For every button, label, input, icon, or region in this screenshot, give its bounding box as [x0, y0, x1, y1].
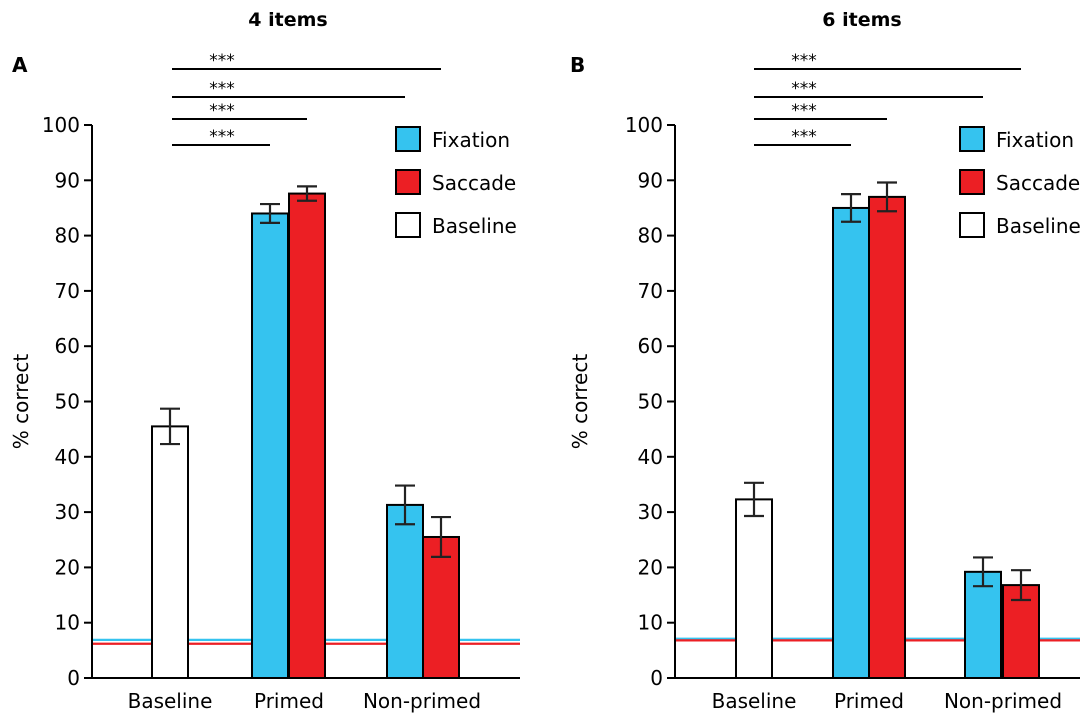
legend: Fixation Saccade Baseline [395, 126, 517, 238]
y-tick-label: 0 [650, 666, 663, 690]
error-bar [1011, 569, 1031, 602]
panel-title: 4 items [248, 9, 327, 31]
significance-label: *** [209, 101, 235, 121]
y-tick-label: 70 [638, 279, 663, 303]
bar-primed-saccade [288, 192, 326, 680]
y-tick-label: 40 [55, 445, 80, 469]
error-bar [431, 515, 451, 558]
legend-label: Saccade [996, 171, 1080, 195]
bar-baseline-baseline [151, 425, 189, 680]
error-bar [973, 556, 993, 588]
y-axis-label: % correct [9, 354, 33, 450]
significance-label: *** [791, 79, 817, 99]
significance-label: *** [791, 127, 817, 147]
error-bar [841, 193, 861, 223]
y-axis-label: % correct [568, 354, 592, 450]
bar-primed-fixation [251, 212, 289, 679]
y-tick-label: 80 [638, 224, 663, 248]
y-tick-label: 20 [55, 555, 80, 579]
y-tick-label: 40 [638, 445, 663, 469]
legend-label: Baseline [432, 214, 517, 238]
bar-non-primed-saccade [422, 535, 460, 679]
legend-label: Saccade [432, 171, 516, 195]
significance-label: *** [209, 127, 235, 147]
significance-label: *** [791, 51, 817, 71]
x-tick-label: Primed [834, 689, 904, 713]
error-bar [877, 181, 897, 213]
legend: Fixation Saccade Baseline [959, 126, 1081, 238]
y-tick-label: 60 [638, 334, 663, 358]
legend-label: Fixation [432, 128, 510, 152]
y-tick-label: 90 [638, 168, 663, 192]
legend-swatch-fixation [959, 126, 985, 152]
legend-swatch-fixation [395, 126, 421, 152]
error-bar [297, 185, 317, 202]
panel-b: 6 items B % correct 0 10 20 30 40 50 60 70 80 90 100 B… [568, 9, 1081, 713]
y-tick-label: 20 [638, 555, 663, 579]
bar-primed-saccade [868, 195, 906, 679]
significance-label: *** [209, 51, 235, 71]
significance-label: *** [791, 101, 817, 121]
x-tick-label: Baseline [128, 689, 213, 713]
y-tick-label: 90 [55, 168, 80, 192]
bar-baseline-baseline [735, 498, 773, 680]
bar-primed-fixation [832, 206, 870, 679]
error-bar [395, 484, 415, 526]
y-tick-label: 0 [67, 666, 80, 690]
y-tick-label: 10 [638, 611, 663, 635]
panel-title: 6 items [822, 9, 901, 31]
y-tick-label: 10 [55, 611, 80, 635]
x-tick-label: Non-primed [363, 689, 481, 713]
error-bar [744, 481, 764, 518]
legend-label: Fixation [996, 128, 1074, 152]
x-tick-label: Baseline [712, 689, 797, 713]
error-bar [260, 202, 280, 224]
x-tick-label: Non-primed [944, 689, 1062, 713]
legend-swatch-baseline [959, 212, 985, 238]
legend-swatch-saccade [959, 169, 985, 195]
panel-letter: A [12, 53, 28, 77]
legend-swatch-saccade [395, 169, 421, 195]
panel-a: 4 items A % correct 0 10 20 30 40 50 60 70 80 90 100 B… [9, 9, 520, 713]
x-tick-label: Primed [254, 689, 324, 713]
panel-letter: B [570, 53, 585, 77]
y-tick-label: 30 [55, 500, 80, 524]
y-tick-label: 60 [55, 334, 80, 358]
y-tick-label: 80 [55, 224, 80, 248]
y-tick-label: 100 [42, 113, 80, 137]
y-tick-label: 100 [625, 113, 663, 137]
error-bar [160, 407, 180, 446]
bar-non-primed-fixation [964, 570, 1002, 679]
y-tick-label: 70 [55, 279, 80, 303]
significance-label: *** [209, 79, 235, 99]
legend-swatch-baseline [395, 212, 421, 238]
legend-label: Baseline [996, 214, 1081, 238]
y-tick-label: 50 [638, 390, 663, 414]
bar-non-primed-fixation [386, 503, 424, 680]
y-tick-label: 30 [638, 500, 663, 524]
y-tick-label: 50 [55, 390, 80, 414]
